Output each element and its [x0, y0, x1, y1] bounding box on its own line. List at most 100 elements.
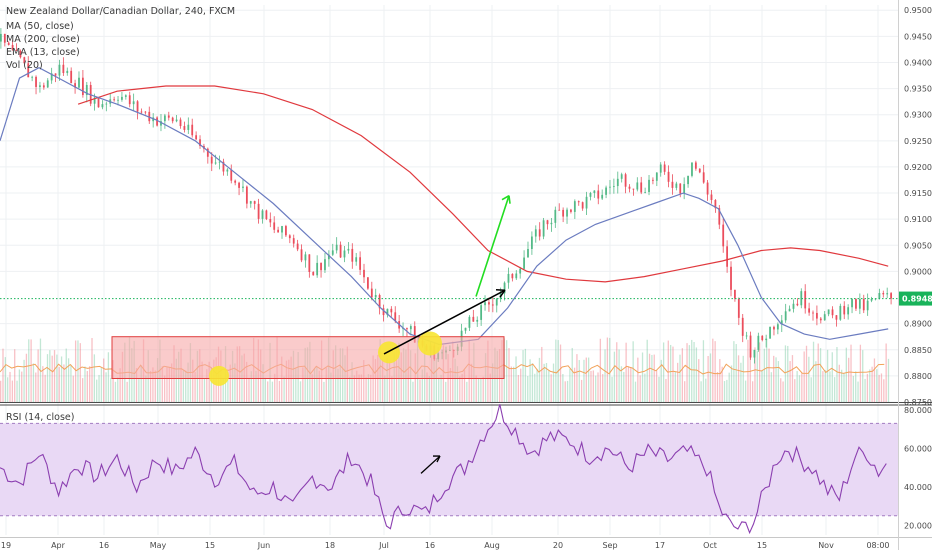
volume-bar: [58, 366, 60, 402]
candle-body: [339, 244, 342, 258]
volume-bar: [873, 358, 876, 402]
volume-bar: [688, 345, 691, 402]
volume-bar: [871, 366, 873, 402]
candle-body: [480, 305, 483, 320]
candle-body: [546, 220, 549, 225]
volume-bar: [770, 372, 773, 402]
time-tick-label: Nov: [818, 541, 834, 550]
candle-body: [245, 186, 248, 204]
volume-bar: [175, 358, 177, 402]
volume-bar: [648, 353, 651, 402]
candle-body: [819, 318, 822, 321]
highlight-marker: [209, 365, 229, 386]
volume-bar: [609, 337, 611, 402]
volume-bar: [674, 371, 676, 402]
volume-bar: [374, 359, 377, 402]
volume-bar: [117, 377, 119, 402]
volume-bar: [0, 380, 2, 402]
candle-body: [659, 164, 662, 173]
volume-bar: [154, 370, 156, 402]
volume-bar: [616, 342, 618, 402]
volume-bar: [171, 363, 173, 402]
volume-bar: [353, 375, 356, 402]
time-tick-label: 16: [99, 541, 109, 550]
candle-body: [210, 156, 213, 164]
volume-bar: [140, 365, 142, 402]
candle-body: [757, 335, 760, 350]
candle-body: [862, 299, 865, 311]
candle-body: [273, 222, 276, 230]
candle-body: [81, 77, 84, 96]
candle-body: [866, 300, 869, 311]
volume-bar: [784, 345, 787, 402]
volume-bar: [838, 364, 840, 402]
candle-body: [265, 210, 268, 220]
volume-bar: [318, 370, 320, 402]
candle-body: [11, 44, 14, 50]
volume-bar: [796, 371, 798, 402]
candle-body: [847, 307, 850, 315]
volume-bar: [262, 364, 264, 402]
volume-bar: [665, 378, 667, 402]
volume-bar: [634, 381, 637, 402]
candle-body: [409, 326, 412, 330]
volume-bar: [840, 369, 843, 402]
candle-body: [292, 238, 295, 244]
candle-body: [691, 162, 693, 176]
candle-body: [54, 73, 57, 76]
chart-title: New Zealand Dollar/Canadian Dollar, 240,…: [6, 6, 235, 17]
candle-body: [312, 271, 315, 276]
volume-bar: [550, 374, 552, 402]
time-tick-label: Apr: [51, 541, 66, 550]
candle-body: [406, 328, 408, 330]
volume-bar: [534, 373, 536, 402]
volume-bar: [126, 381, 128, 402]
candle-body: [749, 335, 752, 358]
candle-body: [269, 219, 272, 223]
volume-bar: [449, 368, 452, 402]
candle-body: [663, 164, 666, 172]
candle-body: [117, 99, 119, 101]
volume-bar: [564, 381, 566, 402]
volume-bar: [46, 354, 49, 402]
volume-bar: [611, 376, 613, 402]
candle-body: [214, 162, 217, 164]
volume-bar: [210, 367, 213, 402]
volume-bar: [192, 359, 194, 402]
candle-body: [636, 182, 639, 190]
candle-body: [183, 126, 186, 130]
volume-bar: [37, 349, 39, 402]
rsi-band: [0, 423, 898, 516]
volume-bar: [798, 375, 801, 402]
volume-bar: [278, 380, 281, 402]
volume-bar: [660, 359, 662, 402]
volume-bar: [89, 366, 91, 402]
candle-body: [491, 304, 494, 306]
candle-body: [570, 209, 572, 212]
candle-body: [589, 193, 592, 197]
volume-bar: [166, 367, 168, 402]
volume-bar: [208, 361, 210, 402]
volume-bar: [803, 351, 805, 402]
candle-body: [343, 250, 346, 258]
candle-body: [511, 273, 514, 279]
volume-bar: [695, 347, 698, 402]
candle-body: [503, 282, 506, 294]
volume-bar: [51, 355, 53, 402]
candle-body: [413, 326, 416, 343]
candle-body: [800, 291, 803, 306]
volume-bar: [229, 364, 231, 402]
volume-bar: [857, 381, 859, 402]
candle-body: [706, 182, 709, 195]
candle-body: [484, 302, 486, 306]
volume-bar: [11, 380, 14, 402]
candle-body: [839, 305, 842, 320]
volume-bar: [508, 348, 510, 402]
volume-bar: [801, 372, 803, 402]
volume-bar: [817, 343, 819, 402]
candle-body: [167, 115, 170, 118]
indicator-ema13: EMA (13, close): [6, 47, 80, 58]
